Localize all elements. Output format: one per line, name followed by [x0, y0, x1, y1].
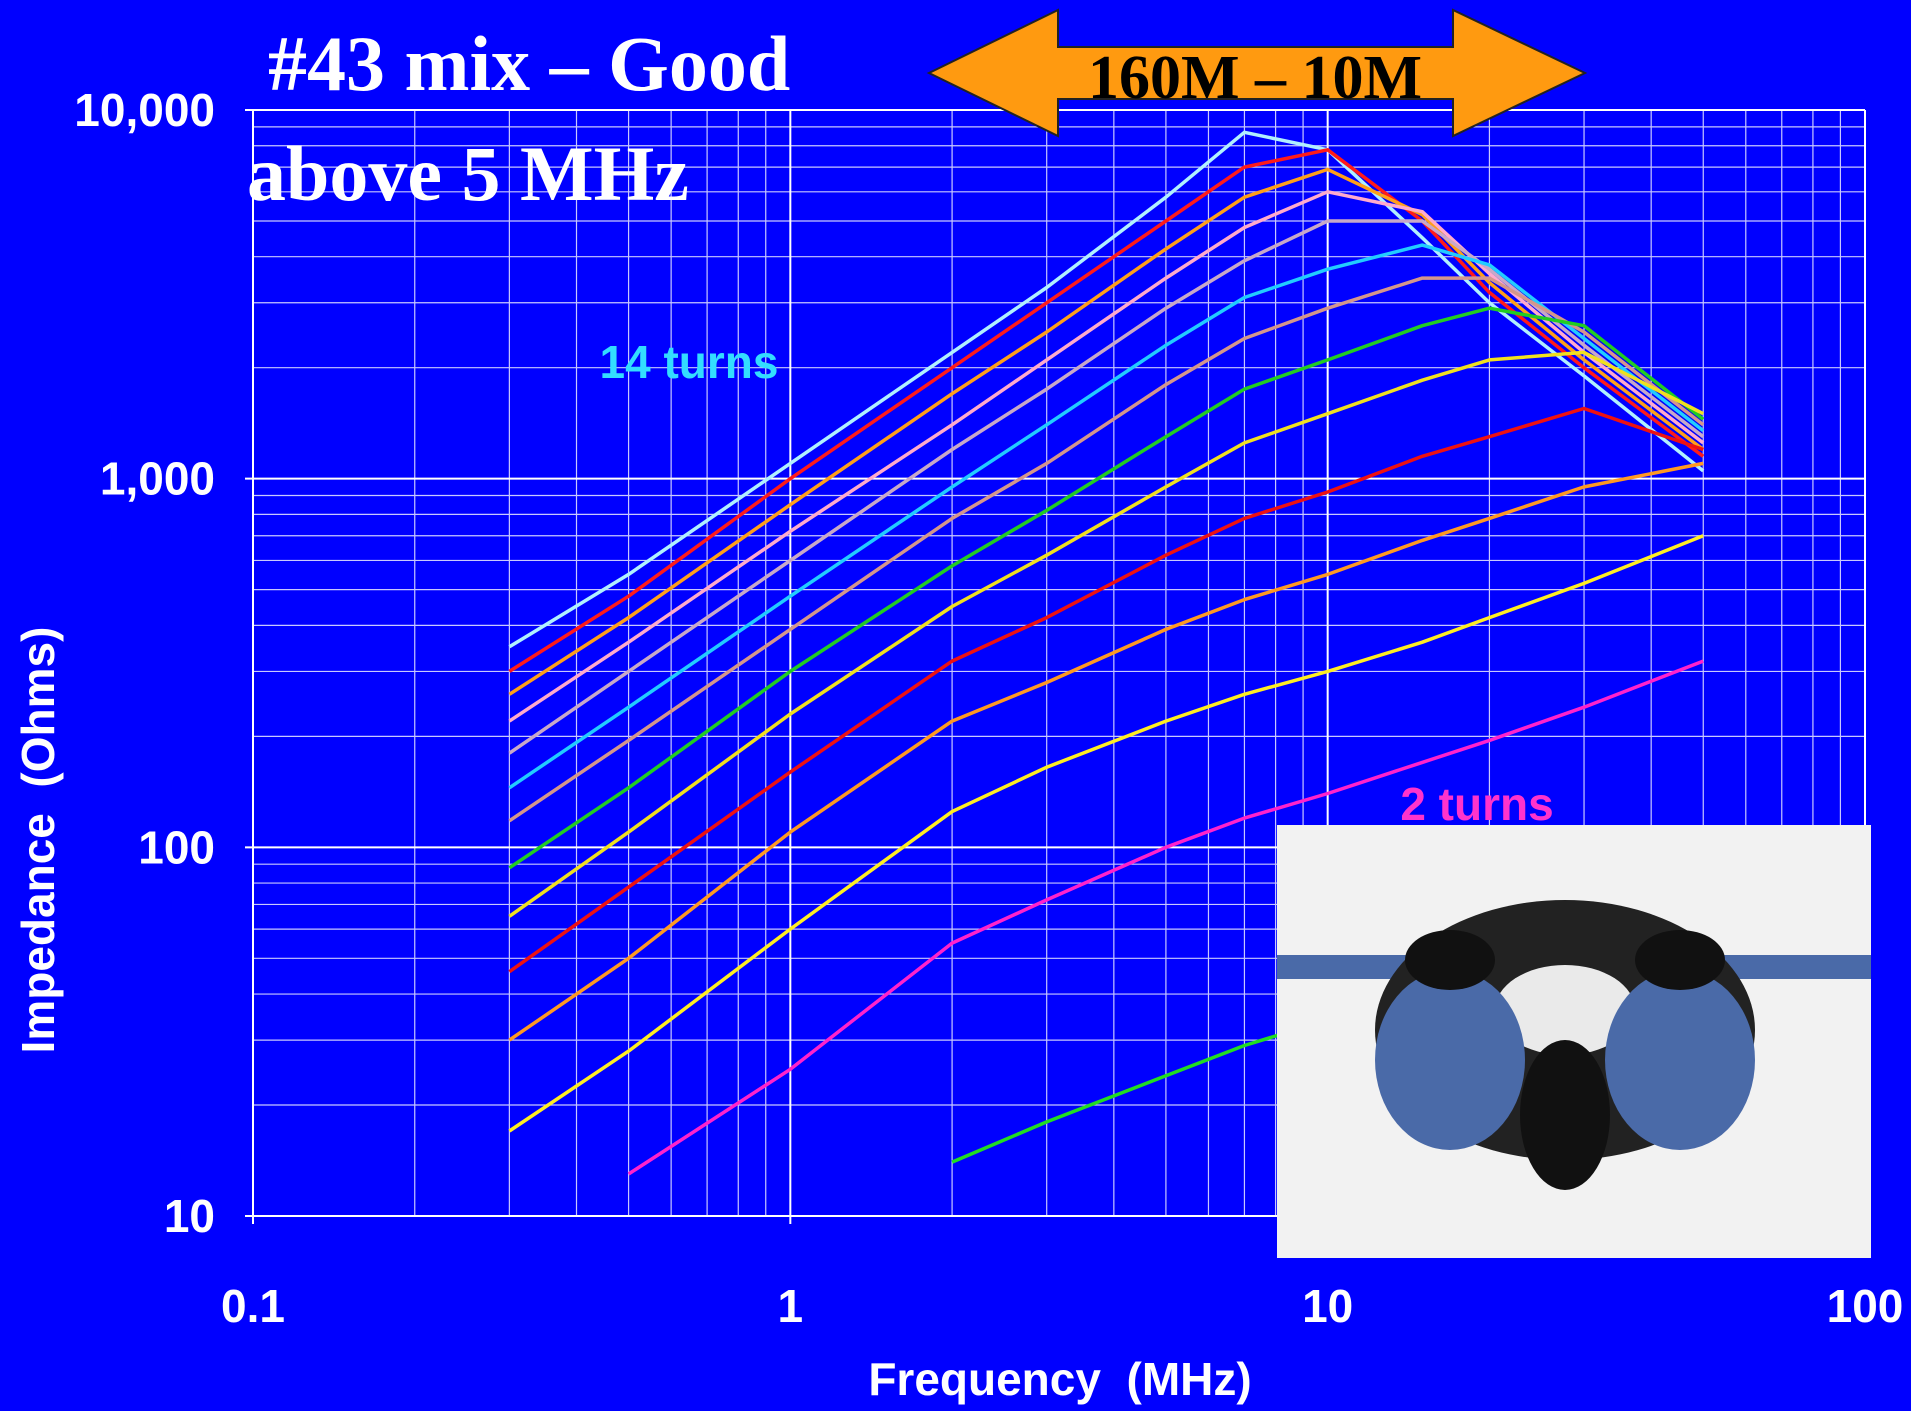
series-line [508, 276, 1705, 823]
photo [1277, 825, 1871, 1258]
series-line [508, 406, 1704, 974]
series-line [508, 130, 1705, 649]
series-line [508, 534, 1704, 1133]
x-tick-label: 10 [1302, 1280, 1353, 1332]
series-line [508, 350, 1705, 918]
title-line: above 5 MHz [247, 130, 689, 217]
series-line [508, 148, 1705, 673]
annotation: 14 turns [600, 336, 779, 388]
band-label: 160M – 10M [1088, 44, 1422, 112]
lines [508, 130, 1705, 1176]
title-line: #43 mix – Good [268, 20, 790, 107]
y-tick-label: 10,000 [74, 84, 215, 136]
series-line [508, 243, 1705, 790]
x-tick-label: 1 [778, 1280, 804, 1332]
y-axis-label: Impedance (Ohms) [12, 627, 64, 1054]
x-tick-label: 0.1 [221, 1280, 285, 1332]
series-line [508, 461, 1704, 1042]
x-tick-label: 100 [1827, 1280, 1904, 1332]
y-tick-label: 10 [164, 1190, 215, 1242]
x-axis-label: Frequency (MHz) [868, 1353, 1251, 1405]
series-line [951, 1018, 1329, 1164]
annotation: 2 turns [1400, 778, 1553, 830]
y-tick-label: 100 [138, 821, 215, 873]
band-arrow: 160M – 10M [926, 8, 1588, 138]
y-tick-label: 1,000 [100, 453, 215, 505]
series-line [508, 306, 1705, 870]
series-line [627, 659, 1704, 1176]
series-line [508, 167, 1705, 696]
labels: 0.1 1 10 100 10 100 1,000 10,000 14 turns 2 turns [74, 84, 1903, 1332]
series-line [508, 219, 1705, 755]
